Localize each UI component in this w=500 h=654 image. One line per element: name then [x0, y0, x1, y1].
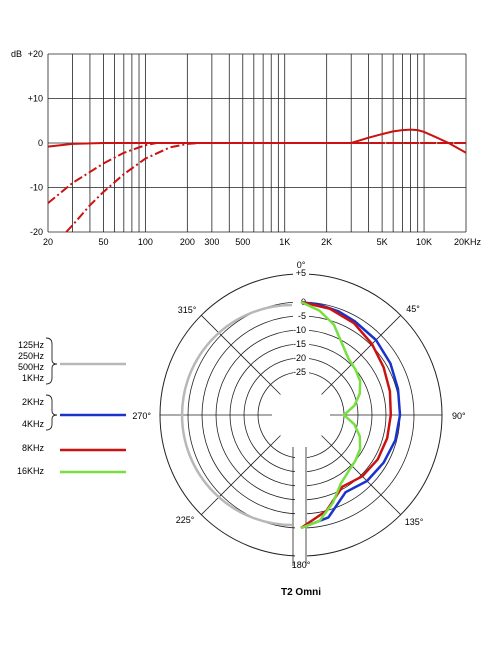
- freq-x-tick-label: 200: [180, 237, 195, 247]
- legend-label: 4KHz: [22, 419, 45, 429]
- polar-spoke: [321, 435, 401, 515]
- freq-y-tick-label: +10: [28, 94, 43, 104]
- freq-y-tick-label: -10: [30, 183, 43, 193]
- freq-x-tick-label: 10K: [416, 237, 432, 247]
- polar-ring-label: +5: [296, 268, 306, 278]
- legend-brace: [45, 394, 58, 431]
- legend-brace: [45, 337, 58, 385]
- polar-angle-label: 315°: [178, 305, 197, 315]
- legend-label: 16KHz: [17, 466, 45, 476]
- legend-label: 125Hz: [18, 340, 45, 350]
- polar-chart-title: T2 Omni: [281, 587, 321, 598]
- polar-angle-label: 90°: [452, 411, 466, 421]
- freq-response-line-1: [47, 128, 467, 154]
- polar-pattern-line-1: [180, 303, 293, 527]
- polar-angle-label: 225°: [176, 515, 195, 525]
- freq-x-tick-label: 5K: [377, 237, 388, 247]
- freq-x-tick-label: 20KHz: [454, 237, 482, 247]
- freq-x-tick-label: 50: [98, 237, 108, 247]
- polar-spoke: [321, 315, 401, 395]
- freq-y-axis-label: dB: [11, 49, 22, 59]
- polar-angle-label: 0°: [297, 260, 306, 270]
- legend-label: 8KHz: [22, 443, 45, 453]
- polar-angle-label: 270°: [132, 411, 151, 421]
- polar-grid: [159, 266, 443, 566]
- polar-angle-label: 45°: [406, 304, 420, 314]
- polar-spoke: [201, 435, 281, 515]
- polar-ring-label: -5: [298, 311, 306, 321]
- freq-x-tick-label: 1K: [279, 237, 290, 247]
- freq-x-tick-label: 300: [204, 237, 219, 247]
- polar-pattern-line-3: [300, 300, 393, 530]
- polar-ring-label: -20: [293, 353, 306, 363]
- legend-label: 500Hz: [18, 362, 45, 372]
- polar-ring-label: -15: [293, 339, 306, 349]
- polar-pattern-line-2: [300, 300, 402, 530]
- freq-y-tick-label: 0: [38, 138, 43, 148]
- polar-ring-label: -10: [293, 325, 306, 335]
- polar-pattern-line-4: [300, 300, 362, 530]
- polar-bottom-channel: [295, 444, 307, 566]
- freq-response-line-2: [47, 142, 466, 204]
- polar-angle-label: 135°: [405, 517, 424, 527]
- freq-x-tick-label: 20: [43, 237, 53, 247]
- freq-x-tick-label: 2K: [321, 237, 332, 247]
- freq-x-tick-label: 100: [138, 237, 153, 247]
- freq-y-tick-label: +20: [28, 49, 43, 59]
- freq-x-tick-label: 500: [235, 237, 250, 247]
- legend-label: 2KHz: [22, 397, 45, 407]
- freq-y-tick-label: -20: [30, 227, 43, 237]
- legend-label: 1KHz: [22, 373, 45, 383]
- legend-label: 250Hz: [18, 351, 45, 361]
- polar-spoke: [201, 315, 281, 395]
- freq-response-line-3: [65, 142, 466, 233]
- polar-ring-label: -25: [293, 367, 306, 377]
- polar-angle-label: 180°: [292, 560, 311, 570]
